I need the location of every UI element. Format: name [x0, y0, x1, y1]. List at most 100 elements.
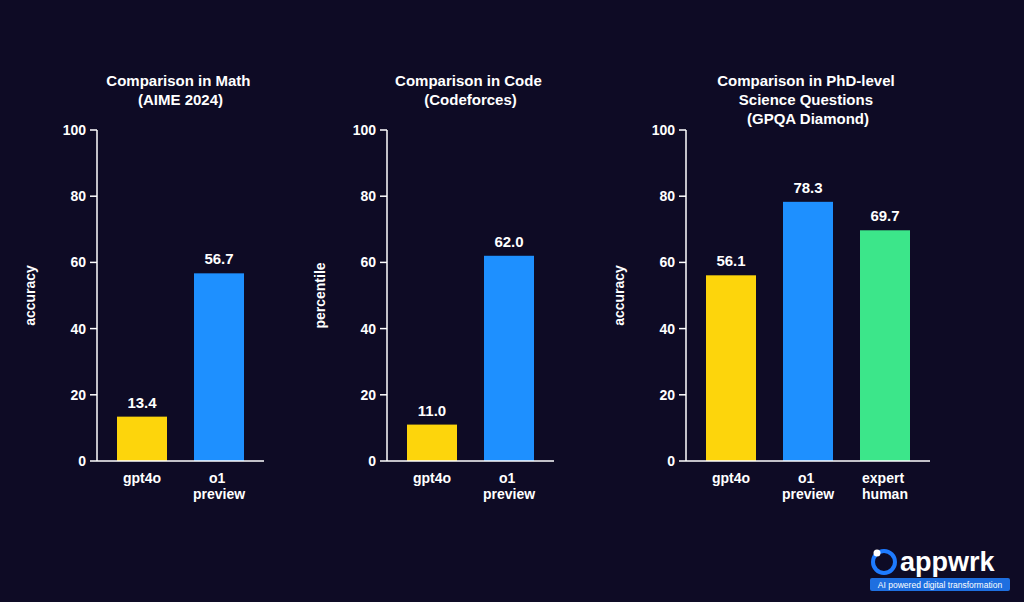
- y-tick-label: 80: [659, 188, 675, 204]
- y-tick: [679, 129, 686, 131]
- background: [0, 0, 1024, 602]
- logo: appwrk AI powered digital transformation: [870, 547, 1010, 591]
- bar: [706, 275, 756, 461]
- y-tick: [90, 129, 97, 131]
- y-tick: [380, 262, 387, 264]
- y-tick-label: 60: [659, 254, 675, 270]
- text-line: preview: [483, 486, 535, 502]
- data-label: 62.0: [494, 233, 523, 250]
- bars: [407, 256, 534, 461]
- y-axis: [386, 130, 388, 461]
- y-tick-label: 80: [360, 188, 376, 204]
- chart-canvas: Comparison in Math (AIME 2024) accuracy 0 2…: [0, 0, 1024, 602]
- chart-title: Comparison in Code (Codeforces): [395, 72, 546, 108]
- bar: [407, 425, 457, 461]
- chart-0: Comparison in Math (AIME 2024) accuracy 0 2…: [22, 72, 264, 502]
- data-label: 69.7: [870, 207, 899, 224]
- bar: [783, 202, 833, 461]
- text-line: (Codeforces): [424, 91, 517, 108]
- text-line: (GPQA Diamond): [747, 110, 869, 127]
- y-tick-label: 20: [659, 387, 675, 403]
- text-line: gpt4o: [712, 470, 750, 486]
- y-tick: [380, 129, 387, 131]
- text-line: gpt4o: [413, 470, 451, 486]
- y-tick: [90, 460, 97, 462]
- text-line: preview: [193, 486, 245, 502]
- text-line: preview: [782, 486, 834, 502]
- text-line: o1: [209, 470, 229, 486]
- y-axis: [96, 130, 98, 461]
- y-tick-label: 0: [368, 453, 376, 469]
- data-label: 78.3: [793, 179, 822, 196]
- y-tick-label: 100: [353, 122, 377, 138]
- y-tick-label: 100: [652, 122, 676, 138]
- chart-title: Comparison in Math (AIME 2024): [106, 72, 254, 108]
- text-line: Comparison in Code: [395, 72, 546, 89]
- y-tick: [90, 195, 97, 197]
- y-tick-label: 20: [70, 387, 86, 403]
- y-tick-label: 20: [360, 387, 376, 403]
- y-tick-label: 60: [360, 254, 376, 270]
- bar: [860, 230, 910, 461]
- y-tick-label: 40: [70, 321, 86, 337]
- y-tick-label: 0: [667, 453, 675, 469]
- y-tick: [90, 394, 97, 396]
- bars: [117, 273, 244, 461]
- text-line: Science Questions: [739, 91, 877, 108]
- x-tick-label: expert human: [862, 470, 908, 502]
- y-tick-label: 0: [78, 453, 86, 469]
- x-tick-label: gpt4o: [712, 470, 750, 486]
- y-tick: [380, 195, 387, 197]
- text-line: gpt4o: [123, 470, 161, 486]
- bar: [484, 256, 534, 461]
- text-line: Comparison in PhD-level: [717, 72, 899, 89]
- y-axis: [685, 130, 687, 461]
- y-tick: [380, 460, 387, 462]
- text-line: Comparison in Math: [106, 72, 254, 89]
- data-label: 56.7: [204, 250, 233, 267]
- x-tick-label: gpt4o: [413, 470, 451, 486]
- text-line: o1: [499, 470, 519, 486]
- y-tick-label: 60: [70, 254, 86, 270]
- x-axis: [686, 460, 930, 462]
- y-tick: [679, 394, 686, 396]
- bar: [194, 273, 244, 461]
- logo-tagline-bg: [870, 578, 1010, 591]
- text-line: human: [862, 486, 908, 502]
- text-line: expert: [862, 470, 908, 486]
- y-tick: [90, 328, 97, 330]
- bars: [706, 202, 910, 461]
- logo-icon-dot: [874, 550, 881, 557]
- x-tick-label: o1 preview: [193, 470, 245, 502]
- labels: 13.4 gpt4o 56.7 o1 preview: [123, 250, 245, 502]
- bar: [117, 417, 167, 461]
- data-label: 11.0: [418, 402, 446, 419]
- y-tick-label: 40: [360, 321, 376, 337]
- chart-1: Comparison in Code (Codeforces) percentil…: [312, 72, 554, 502]
- x-tick-label: o1 preview: [782, 470, 834, 502]
- y-tick: [679, 328, 686, 330]
- y-tick: [380, 394, 387, 396]
- x-tick-label: gpt4o: [123, 470, 161, 486]
- chart-title: Comparison in PhD-level Science Question…: [717, 72, 899, 127]
- y-tick-label: 100: [63, 122, 87, 138]
- x-tick-label: o1 preview: [483, 470, 535, 502]
- y-tick-label: 80: [70, 188, 86, 204]
- y-axis-label: accuracy: [611, 265, 627, 326]
- y-axis-label: percentile: [312, 262, 328, 328]
- x-axis: [387, 460, 554, 462]
- y-tick: [679, 262, 686, 264]
- logo-name: appwrk: [900, 547, 996, 577]
- y-tick: [679, 195, 686, 197]
- data-label: 13.4: [127, 394, 157, 411]
- chart-2: Comparison in PhD-level Science Question…: [611, 72, 930, 502]
- y-axis-label: accuracy: [22, 265, 38, 326]
- page: {"chart_data": [ {"type": "bar", "title"…: [0, 0, 1024, 602]
- y-tick: [380, 328, 387, 330]
- x-axis: [97, 460, 264, 462]
- y-tick: [679, 460, 686, 462]
- text-line: (AIME 2024): [138, 91, 223, 108]
- logo-tagline: AI powered digital transformation: [878, 580, 1003, 590]
- y-tick-label: 40: [659, 321, 675, 337]
- text-line: o1: [798, 470, 818, 486]
